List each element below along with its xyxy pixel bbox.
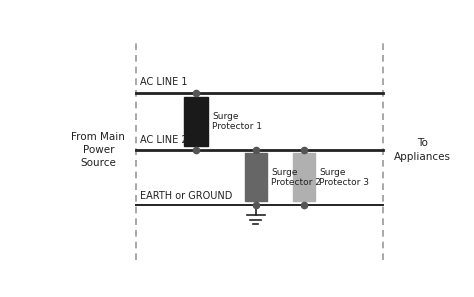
Bar [292,154,315,201]
Bar [245,154,267,201]
Text: Surge
Protector 1: Surge Protector 1 [212,112,263,131]
Text: AC LINE 1: AC LINE 1 [140,77,188,87]
Text: Surge
Protector 2: Surge Protector 2 [271,168,321,187]
Text: EARTH or GROUND: EARTH or GROUND [140,191,232,201]
Text: To
Appliances: To Appliances [393,138,451,162]
Text: AC LINE 2: AC LINE 2 [140,135,188,145]
Text: From Main
Power
Source: From Main Power Source [72,132,125,168]
Bar [184,97,208,146]
Text: Surge
Protector 3: Surge Protector 3 [319,168,369,187]
